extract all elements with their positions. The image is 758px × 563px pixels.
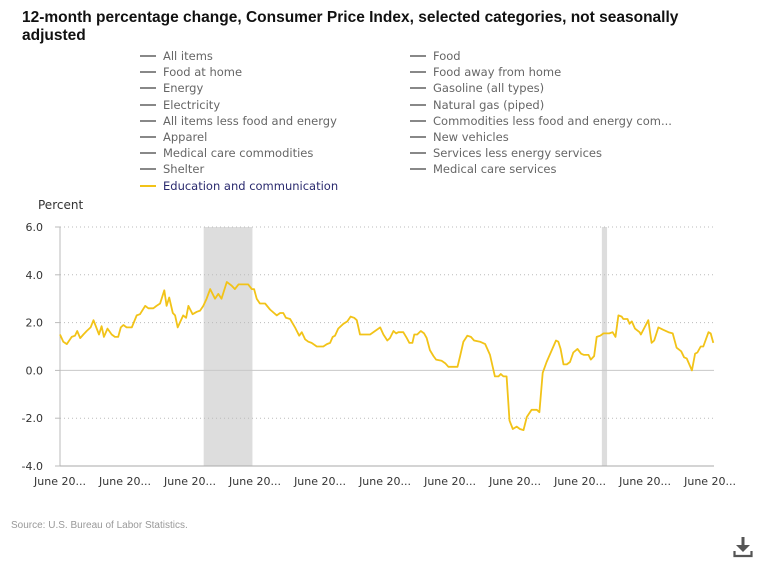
legend-label: All items	[163, 49, 213, 64]
legend-label: Services less energy services	[433, 146, 602, 161]
legend-label: Electricity	[163, 97, 221, 112]
x-tick-label: June 20...	[423, 475, 476, 488]
legend-line-swatch	[410, 87, 426, 90]
legend-item[interactable]: Food away from home	[410, 64, 672, 80]
x-tick-label: June 20...	[293, 475, 346, 488]
legend-label: Commodities less food and energy com...	[433, 113, 672, 128]
legend-label: Shelter	[163, 162, 205, 177]
x-tick-label: June 20...	[228, 475, 281, 488]
legend-item[interactable]: All items less food and energy	[140, 113, 338, 129]
legend-line-swatch	[410, 103, 426, 106]
x-tick-label: June 20...	[618, 475, 671, 488]
y-tick-label: -2.0	[22, 412, 43, 425]
x-tick-label: June 20...	[163, 475, 216, 488]
legend-line-swatch	[140, 184, 156, 187]
legend-label: Medical care services	[433, 162, 557, 177]
legend-item[interactable]: Energy	[140, 80, 338, 96]
legend-item[interactable]: Food at home	[140, 64, 338, 80]
legend-item[interactable]: Services less energy services	[410, 145, 672, 161]
legend-label: Food away from home	[433, 65, 562, 80]
legend-item[interactable]: Apparel	[140, 129, 338, 145]
legend-line-swatch	[410, 71, 426, 74]
x-tick-label: June 20...	[488, 475, 541, 488]
legend-line-swatch	[140, 168, 156, 171]
legend-line-swatch	[140, 152, 156, 155]
legend-line-swatch	[410, 136, 426, 139]
legend-line-swatch	[140, 87, 156, 90]
legend-item[interactable]: All items	[140, 48, 338, 64]
legend-item[interactable]: Electricity	[140, 97, 338, 113]
legend-label: Gasoline (all types)	[433, 81, 545, 96]
legend-line-swatch	[140, 55, 156, 58]
y-tick-label: 2.0	[26, 317, 44, 330]
legend-item[interactable]: Medical care commodities	[140, 145, 338, 161]
download-icon	[733, 537, 753, 558]
legend-item[interactable]: Commodities less food and energy com...	[410, 113, 672, 129]
y-axis-label: Percent	[38, 198, 84, 212]
download-button[interactable]	[733, 536, 753, 558]
legend-item[interactable]: Natural gas (piped)	[410, 97, 672, 113]
legend-label: Energy	[163, 81, 204, 96]
legend-item[interactable]: Gasoline (all types)	[410, 80, 672, 96]
legend-item[interactable]: New vehicles	[410, 129, 672, 145]
legend-line-swatch	[410, 168, 426, 171]
legend-line-swatch	[140, 71, 156, 74]
legend-label: Natural gas (piped)	[433, 97, 545, 112]
x-tick-label: June 20...	[33, 475, 86, 488]
source-note: Source: U.S. Bureau of Labor Statistics.	[11, 520, 188, 531]
y-tick-label: 4.0	[26, 269, 44, 282]
series-line-education-and-communication	[59, 281, 715, 432]
legend-label: Food at home	[163, 65, 243, 80]
legend-label: New vehicles	[433, 130, 509, 145]
legend-line-swatch	[140, 119, 156, 122]
recession-shading	[601, 227, 608, 466]
legend-line-swatch	[410, 152, 426, 155]
y-tick-label: 6.0	[26, 221, 44, 234]
chart-title: 12-month percentage change, Consumer Pri…	[22, 9, 679, 44]
legend-item[interactable]: Shelter	[140, 161, 338, 177]
legend-label: All items less food and energy	[163, 113, 337, 128]
legend-right-column: Food Food away from home Gasoline (all typ…	[410, 48, 672, 178]
x-tick-label: June 20...	[98, 475, 151, 488]
legend-label: Education and communication	[163, 178, 339, 193]
y-tick-label: -4.0	[22, 460, 43, 473]
legend-item[interactable]: Food	[410, 48, 672, 64]
legend-item[interactable]: Medical care services	[410, 161, 672, 177]
recession-shading	[203, 227, 253, 466]
legend-left-column: All items Food at home Energy Electricity Al…	[140, 48, 338, 194]
legend-label: Medical care commodities	[163, 146, 314, 161]
legend-line-swatch	[140, 136, 156, 139]
legend-item[interactable]: Education and communication	[140, 178, 338, 194]
x-tick-label: June 20...	[358, 475, 411, 488]
x-tick-label: June 20...	[553, 475, 606, 488]
x-tick-label: June 20...	[683, 475, 736, 488]
legend-label: Apparel	[163, 130, 208, 145]
legend-line-swatch	[410, 55, 426, 58]
legend-line-swatch	[410, 119, 426, 122]
legend-label: Food	[433, 49, 461, 64]
y-tick-label: 0.0	[26, 364, 44, 377]
legend-line-swatch	[140, 103, 156, 106]
